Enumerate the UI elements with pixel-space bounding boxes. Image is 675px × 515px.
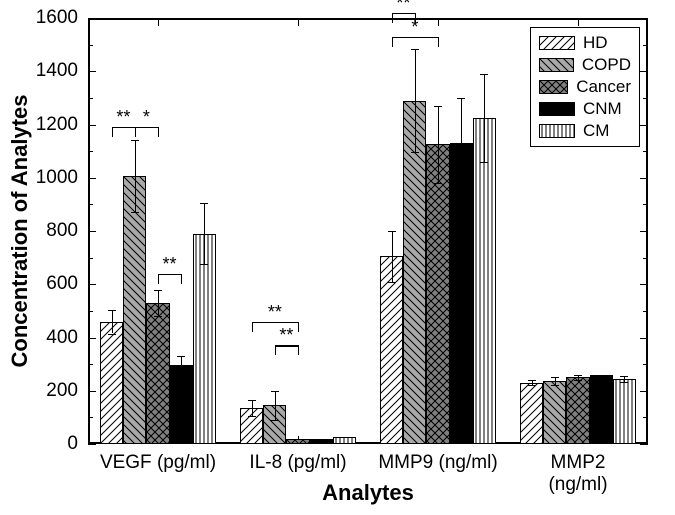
legend-swatch-CM [539, 124, 575, 138]
x-tick-label: MMP2 (ng/ml) [530, 452, 627, 496]
x-tick-label: IL-8 (pg/ml) [249, 452, 346, 474]
bar-HD [380, 256, 403, 444]
y-axis-title: Concentration of Analytes [7, 95, 33, 368]
legend-item: CNM [539, 98, 631, 120]
legend: HDCOPDCancerCNMCM [530, 27, 640, 147]
significance-label: * [143, 107, 150, 128]
significance-label: ** [163, 254, 177, 275]
significance-label: ** [268, 302, 282, 323]
legend-swatch-HD [539, 36, 575, 50]
bar-CM [473, 118, 496, 444]
y-tick-label: 1600 [0, 7, 78, 29]
bar-CNM [590, 375, 613, 444]
bar-HD [100, 322, 123, 444]
legend-item: HD [539, 32, 631, 54]
x-tick-label: VEGF (pg/ml) [100, 452, 216, 474]
bar-COPD [543, 381, 566, 444]
bar-CM [613, 379, 636, 444]
significance-label: ** [279, 325, 293, 346]
bar-CM [333, 437, 356, 444]
analytes-bar-chart: 02004006008001000120014001600Concentrati… [0, 0, 675, 515]
bar-HD [520, 383, 543, 444]
y-tick-label: 0 [0, 433, 78, 455]
bar-COPD [123, 176, 146, 444]
bar-Cancer [566, 377, 589, 444]
x-axis-title: Analytes [322, 480, 414, 506]
significance-label: * [411, 17, 418, 38]
legend-item: Cancer [539, 76, 631, 98]
legend-label: CM [583, 121, 609, 141]
y-tick-label: 200 [0, 380, 78, 402]
legend-label: HD [583, 33, 608, 53]
legend-label: COPD [582, 55, 631, 75]
significance-label: ** [116, 107, 130, 128]
y-tick-label: 1400 [0, 60, 78, 82]
legend-swatch-COPD [539, 58, 574, 72]
legend-swatch-CNM [539, 102, 575, 116]
legend-swatch-Cancer [539, 80, 568, 94]
bar-Cancer [146, 303, 169, 444]
bar-CNM [170, 365, 193, 444]
x-tick-label: MMP9 (ng/ml) [378, 452, 497, 474]
legend-label: Cancer [576, 77, 631, 97]
significance-label: ** [396, 0, 410, 14]
bar-Cancer [286, 439, 309, 444]
bar-CNM [310, 439, 333, 444]
bar-Cancer [426, 144, 449, 444]
legend-item: CM [539, 120, 631, 142]
legend-label: CNM [583, 99, 622, 119]
legend-item: COPD [539, 54, 631, 76]
